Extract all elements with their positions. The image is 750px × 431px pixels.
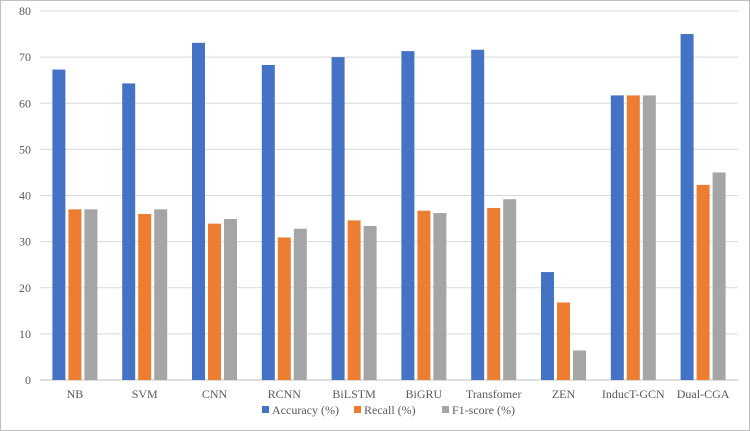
bar-zen-series-0 [541,272,554,380]
bar-bilstm-series-2 [363,225,377,380]
x-tick-label: SVM [132,387,158,401]
y-tick-label: 70 [19,50,31,64]
bar-svm-series-0 [122,83,136,380]
bar-induct-gcn-series-0 [610,95,624,380]
x-tick-label: RCNN [268,387,302,401]
x-axis-ticks: NB SVM CNN RCNN BiLSTM BiGRU Transfomer ZEN Indu… [67,387,730,401]
bars [52,34,726,381]
x-tick-label: Dual-CGA [677,387,730,401]
legend-swatch [262,406,269,413]
bar-svm-series-1 [138,213,152,380]
legend-swatch [442,406,449,413]
y-axis-ticks: 0 10 20 30 40 50 60 70 80 [19,4,31,387]
legend-label: F1-score (%) [452,403,515,417]
bar-dual-cga-series-0 [680,34,694,380]
y-tick-label: 30 [19,235,31,249]
bar-rcnn-series-2 [293,228,307,380]
bar-cnn-series-1 [208,223,221,380]
bar-bigru-series-0 [401,51,415,380]
bar-nb-series-0 [52,69,66,381]
bar-transfomer-series-2 [503,199,517,380]
y-tick-label: 20 [19,281,31,295]
x-tick-label: Transfomer [466,387,522,401]
bar-dual-cga-series-2 [712,172,726,380]
bar-transfomer-series-0 [471,49,485,381]
x-tick-label: BiGRU [406,387,443,401]
x-tick-label: CNN [202,387,228,401]
bar-bigru-series-2 [433,213,447,380]
bar-induct-gcn-series-1 [626,95,640,380]
y-tick-label: 80 [19,4,31,18]
x-tick-label: InducT-GCN [602,387,665,401]
y-tick-label: 50 [19,142,31,156]
y-tick-label: 10 [19,327,31,341]
bar-bilstm-series-0 [331,57,345,380]
legend-swatch [354,406,361,413]
x-tick-label: ZEN [552,387,576,401]
bar-nb-series-2 [84,209,98,380]
bar-bilstm-series-1 [347,220,361,380]
bar-induct-gcn-series-2 [642,95,656,380]
x-tick-label: BiLSTM [332,387,376,401]
bar-bigru-series-1 [417,210,431,380]
legend-label: Recall (%) [364,403,416,417]
bar-dual-cga-series-1 [696,184,710,380]
y-tick-label: 60 [19,96,31,110]
bar-nb-series-1 [68,209,82,380]
bar-zen-series-2 [573,350,586,380]
bar-cnn-series-2 [224,219,237,380]
bar-cnn-series-0 [192,42,205,381]
bar-rcnn-series-1 [277,237,291,380]
x-tick-label: NB [67,387,84,401]
bar-transfomer-series-1 [487,207,501,380]
bar-zen-series-1 [557,302,570,380]
y-tick-label: 40 [19,189,31,203]
y-tick-label: 0 [25,373,31,387]
legend: Accuracy (%) Recall (%) F1-score (%) [262,403,515,417]
bar-svm-series-2 [154,209,168,380]
legend-label: Accuracy (%) [272,403,339,417]
bar-rcnn-series-0 [261,64,275,380]
